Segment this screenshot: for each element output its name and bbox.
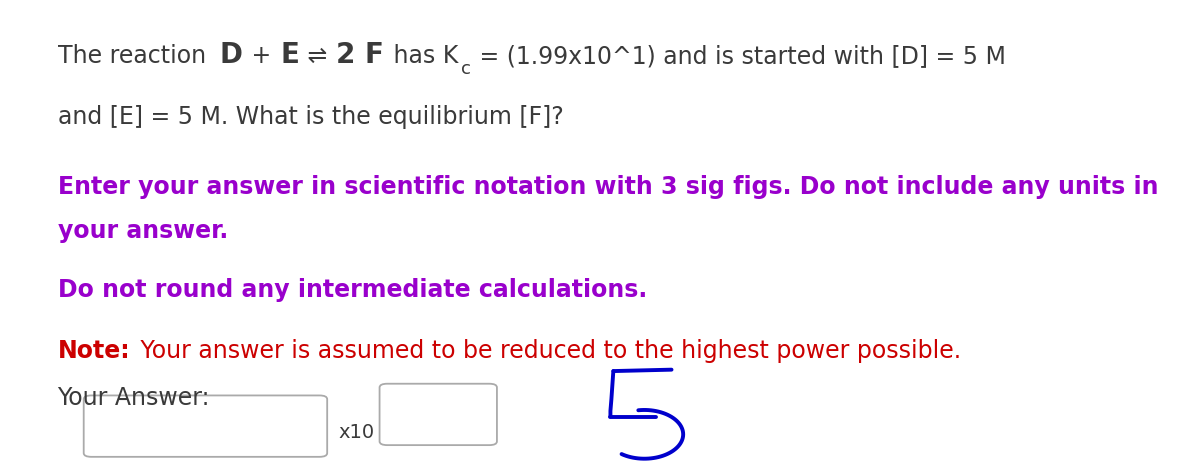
Text: E: E [280,40,299,69]
Text: Your answer is assumed to be reduced to the highest power possible.: Your answer is assumed to be reduced to … [133,338,961,362]
FancyBboxPatch shape [84,396,328,457]
Text: D: D [220,40,242,69]
Text: and [E] = 5 M. What is the equilibrium [F]?: and [E] = 5 M. What is the equilibrium [… [58,104,563,129]
Text: 2 F: 2 F [336,40,384,69]
Text: has K: has K [386,44,458,68]
Text: Your Answer:: Your Answer: [58,385,210,409]
Text: Note:: Note: [58,338,130,362]
FancyBboxPatch shape [379,384,497,445]
Text: your answer.: your answer. [58,219,228,243]
Text: c: c [462,60,472,79]
Text: ⇌: ⇌ [300,44,335,68]
Text: Do not round any intermediate calculations.: Do not round any intermediate calculatio… [58,278,647,301]
Text: = (1.99x10^1) and is started with [D] = 5 M: = (1.99x10^1) and is started with [D] = … [472,44,1006,68]
Text: Enter your answer in scientific notation with 3 sig figs. Do not include any uni: Enter your answer in scientific notation… [58,175,1158,198]
Text: The reaction: The reaction [58,44,214,68]
Text: +: + [244,44,278,68]
Text: x10: x10 [338,422,374,441]
